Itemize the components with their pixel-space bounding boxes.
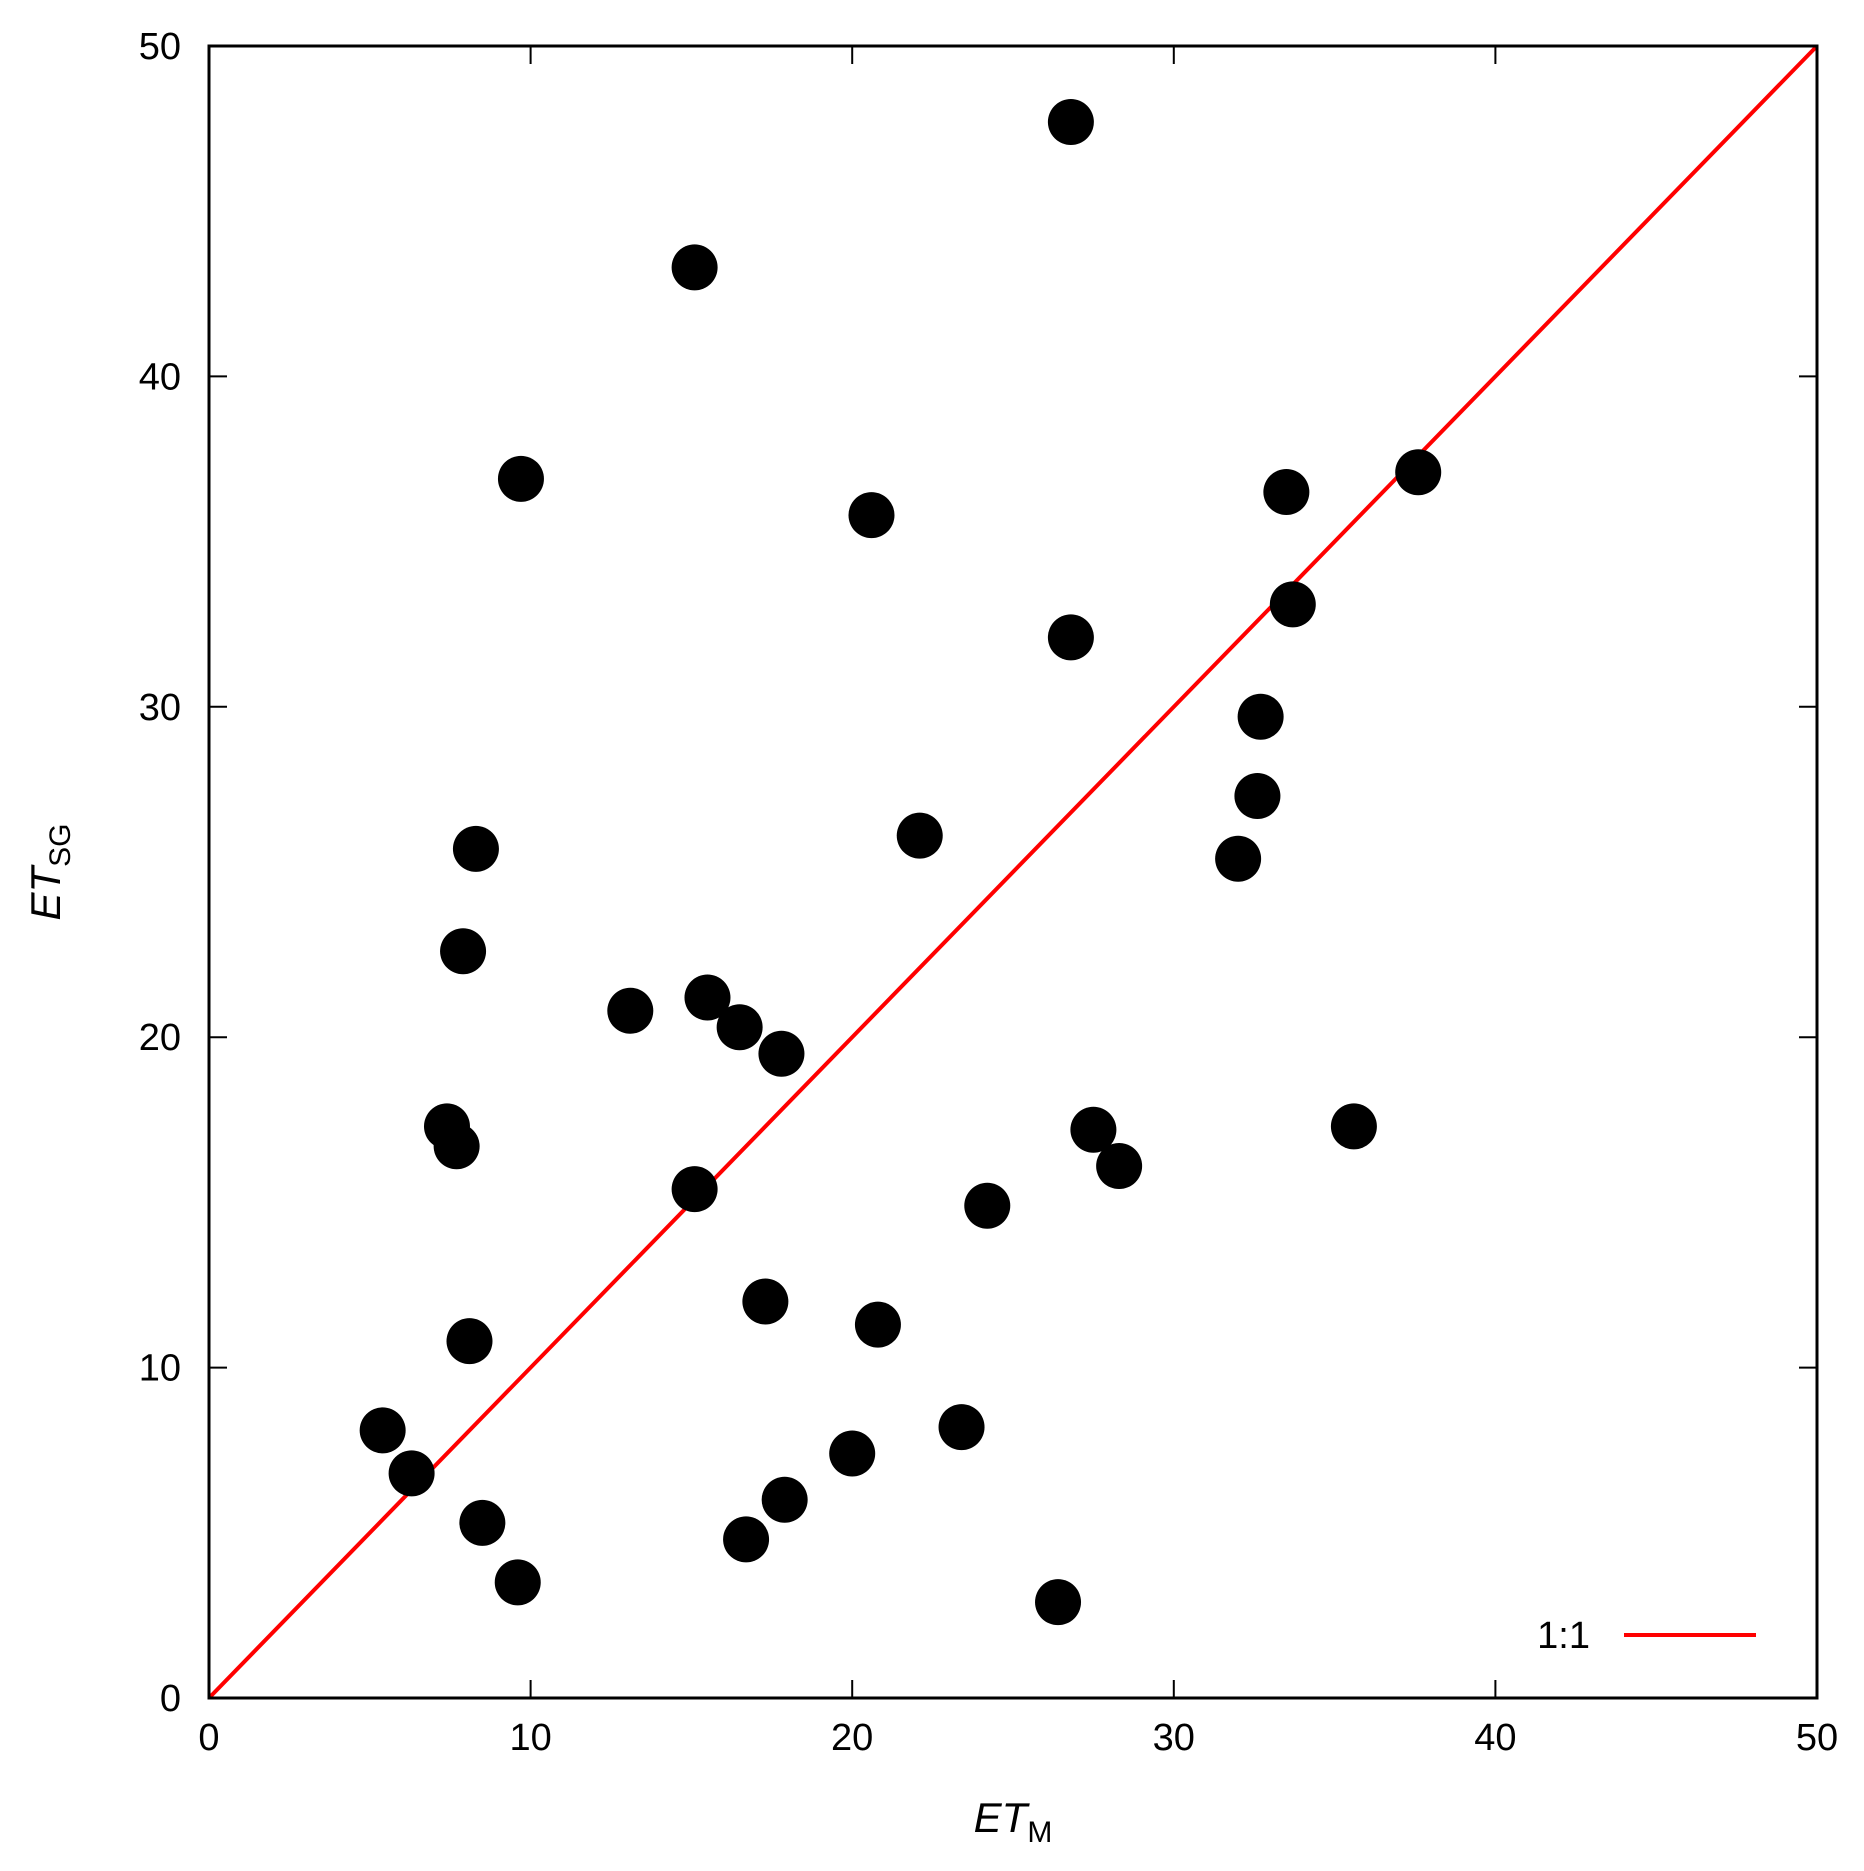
data-point [359, 1407, 406, 1454]
data-point [433, 1123, 480, 1170]
x-tick-label: 40 [1474, 1717, 1516, 1759]
data-point [761, 1476, 808, 1523]
data-point [388, 1450, 435, 1497]
data-point [1269, 581, 1316, 628]
data-point [716, 1004, 763, 1051]
y-tick-label: 10 [139, 1348, 181, 1390]
data-point [1096, 1143, 1143, 1190]
data-point [938, 1404, 985, 1451]
y-axis-title-main: ET [22, 864, 69, 921]
data-point [964, 1182, 1011, 1229]
data-points [359, 98, 1442, 1626]
y-tick-label: 50 [139, 26, 181, 68]
data-point [1047, 614, 1094, 661]
x-tick-label: 30 [1153, 1717, 1195, 1759]
reference-line-layer [207, 44, 1819, 1700]
data-point [607, 987, 654, 1034]
data-point [1330, 1103, 1377, 1150]
x-axis-title: ETM [974, 1794, 1053, 1849]
data-point [1215, 835, 1262, 882]
y-tick-label: 40 [139, 356, 181, 398]
data-point [440, 928, 487, 975]
y-tick-label: 0 [160, 1678, 181, 1720]
data-point [1070, 1106, 1117, 1153]
legend-label: 1:1 [1537, 1615, 1590, 1657]
data-point [1395, 449, 1442, 496]
x-axis-title-main: ET [974, 1794, 1031, 1841]
y-tick-label: 20 [139, 1017, 181, 1059]
x-tick-label: 20 [831, 1717, 873, 1759]
data-point [446, 1318, 493, 1365]
y-tick-label: 30 [139, 687, 181, 729]
data-point [1035, 1579, 1082, 1626]
legend: 1:1 [1537, 1615, 1756, 1657]
reference-line-1-1 [207, 44, 1819, 1700]
x-axis-title-sub: M [1027, 1816, 1052, 1849]
data-point [1263, 469, 1310, 516]
data-point [742, 1278, 789, 1325]
data-point [723, 1516, 770, 1563]
y-axis-title: ETSG [22, 823, 77, 920]
data-point [671, 244, 718, 291]
data-point [896, 812, 943, 859]
tick-labels: 0 10 20 30 40 50 0 10 20 30 40 50 [139, 26, 1838, 1759]
plot-frame [207, 44, 1819, 1700]
x-tick-label: 50 [1796, 1717, 1838, 1759]
data-point [452, 825, 499, 872]
data-point [854, 1301, 901, 1348]
y-axis-title-sub: SG [44, 823, 77, 866]
x-tick-label: 0 [198, 1717, 219, 1759]
data-point [758, 1030, 805, 1077]
data-point [1234, 773, 1281, 820]
x-tick-label: 10 [509, 1717, 551, 1759]
data-point [684, 974, 731, 1021]
data-point [671, 1166, 718, 1213]
data-point [494, 1559, 541, 1606]
data-point [1237, 693, 1284, 740]
data-point [1047, 98, 1094, 145]
data-point [497, 455, 544, 502]
data-point [459, 1499, 506, 1546]
data-point [829, 1430, 876, 1477]
data-point [848, 492, 895, 539]
